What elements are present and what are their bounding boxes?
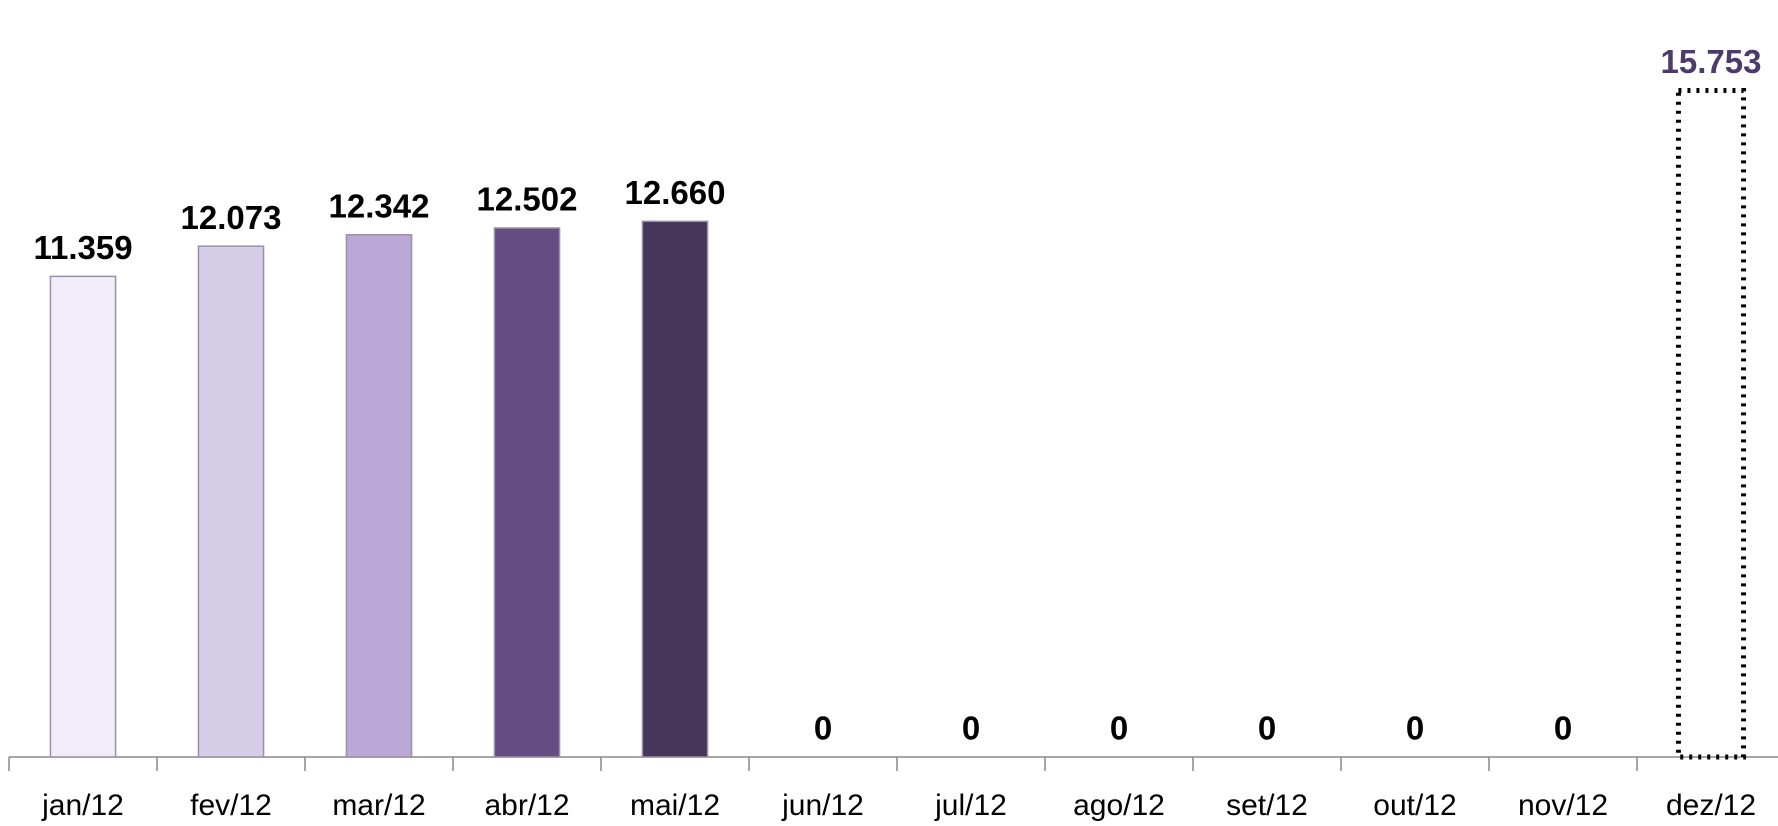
x-tick-label: ago/12 (1073, 789, 1165, 822)
x-tick-label: jan/12 (41, 789, 124, 822)
value-label: 12.660 (625, 174, 726, 211)
value-label: 15.753 (1661, 43, 1762, 80)
value-label: 12.342 (329, 187, 430, 224)
bar (1678, 90, 1743, 757)
bar (494, 228, 559, 757)
value-label: 12.502 (477, 181, 578, 218)
x-tick-label: mai/12 (630, 789, 720, 822)
bar (346, 235, 411, 757)
value-label: 11.359 (33, 229, 132, 266)
chart: jan/12 11.359 fev/12 12.073 mar/12 12.342 abr/… (0, 0, 1778, 826)
value-label: 0 (962, 710, 980, 747)
value-label: 0 (1110, 710, 1128, 747)
x-tick-label: jun/12 (781, 789, 864, 822)
value-label: 0 (814, 710, 832, 747)
value-label: 0 (1554, 710, 1572, 747)
x-tick-label: dez/12 (1666, 789, 1756, 822)
x-tick-label: nov/12 (1518, 789, 1608, 822)
x-tick-label: out/12 (1373, 789, 1456, 822)
x-tick-label: abr/12 (484, 789, 569, 822)
value-label: 12.073 (181, 199, 282, 236)
value-label: 0 (1258, 710, 1276, 747)
bar (642, 221, 707, 757)
bar (50, 276, 115, 757)
x-tick-label: mar/12 (332, 789, 425, 822)
bar (198, 246, 263, 757)
x-tick-label: fev/12 (190, 789, 272, 822)
x-tick-label: jul/12 (934, 789, 1007, 822)
x-tick-label: set/12 (1226, 789, 1308, 822)
value-label: 0 (1406, 710, 1424, 747)
